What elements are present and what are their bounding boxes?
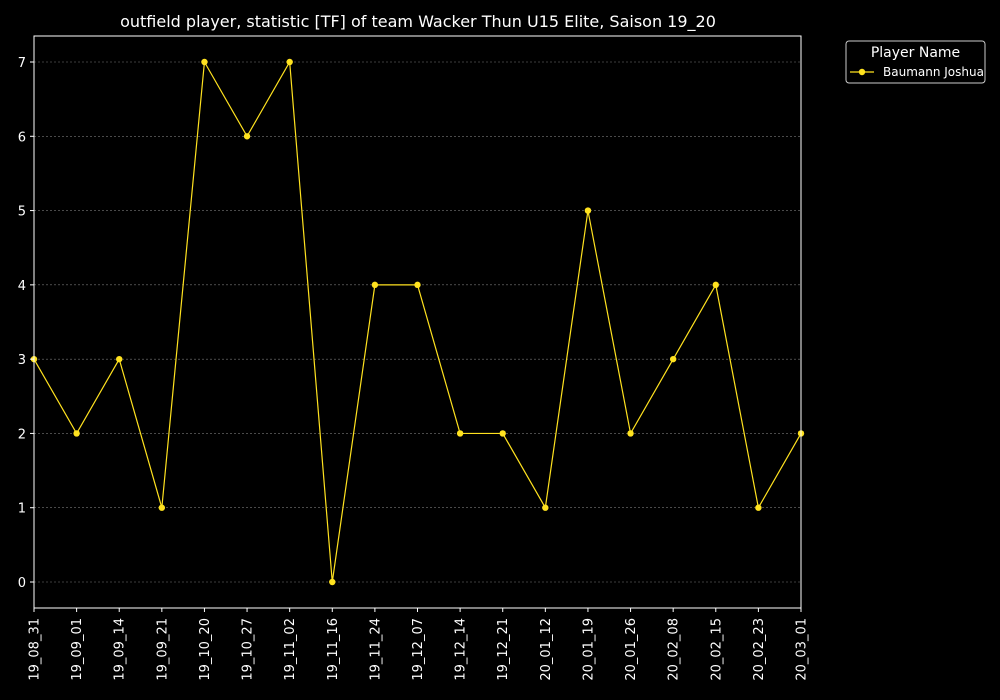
x-tick-label: 19_08_31 bbox=[28, 618, 43, 681]
data-point bbox=[669, 355, 677, 363]
data-point bbox=[201, 58, 208, 66]
y-axis: 0 1 2 3 4 5 6 7 bbox=[18, 56, 34, 591]
x-axis: 19_08_31 19_09_01 19_09_14 19_09_21 19_10_20… bbox=[28, 608, 810, 681]
data-point bbox=[542, 504, 549, 511]
data-point bbox=[73, 430, 80, 437]
x-tick-label: 19_09_01 bbox=[70, 618, 85, 681]
y-tick-label: 2 bbox=[18, 427, 26, 442]
y-tick-label: 1 bbox=[18, 502, 26, 517]
legend-entry-label: Baumann Joshua bbox=[883, 65, 984, 79]
data-point bbox=[414, 281, 421, 289]
data-point bbox=[116, 355, 123, 363]
x-tick-label: 19_12_21 bbox=[496, 618, 511, 681]
x-tick-label: 20_03_01 bbox=[795, 618, 810, 681]
data-point bbox=[243, 133, 251, 140]
data-point bbox=[712, 281, 719, 289]
x-tick-label: 19_12_14 bbox=[454, 618, 469, 681]
data-point bbox=[329, 578, 336, 586]
data-point bbox=[158, 504, 166, 511]
x-tick-label: 20_02_08 bbox=[667, 618, 682, 681]
x-tick-label: 19_11_16 bbox=[326, 618, 341, 681]
legend-box bbox=[845, 40, 986, 84]
y-tick-label: 6 bbox=[18, 130, 26, 145]
x-tick-label: 20_01_26 bbox=[624, 618, 639, 681]
chart-title: outfield player, statistic [TF] of team … bbox=[120, 12, 716, 32]
x-tick-label: 19_11_24 bbox=[368, 618, 383, 681]
x-tick-label: 19_09_21 bbox=[155, 618, 170, 681]
y-tick-label: 7 bbox=[18, 56, 26, 71]
legend: Player Name Baumann Joshua bbox=[845, 40, 986, 84]
data-point bbox=[286, 58, 293, 66]
data-point bbox=[499, 430, 506, 437]
data-point bbox=[627, 430, 634, 437]
x-tick-label: 20_01_19 bbox=[581, 618, 596, 681]
data-point bbox=[371, 281, 379, 289]
x-tick-label: 19_09_14 bbox=[113, 618, 128, 681]
y-tick-label: 3 bbox=[18, 353, 26, 368]
legend-marker-swatch bbox=[858, 68, 866, 76]
x-tick-label: 19_10_27 bbox=[241, 618, 256, 681]
y-tick-label: 4 bbox=[18, 279, 26, 294]
data-point bbox=[456, 430, 464, 437]
data-point bbox=[755, 504, 762, 511]
y-tick-label: 5 bbox=[18, 205, 26, 220]
x-tick-label: 19_10_20 bbox=[198, 618, 213, 681]
data-point bbox=[584, 207, 592, 214]
x-tick-label: 20_02_23 bbox=[752, 618, 767, 681]
legend-title: Player Name bbox=[871, 45, 960, 61]
x-tick-label: 19_11_02 bbox=[283, 618, 298, 681]
x-tick-label: 20_01_12 bbox=[539, 618, 554, 681]
x-tick-label: 19_12_07 bbox=[411, 618, 426, 681]
y-tick-label: 0 bbox=[18, 576, 26, 591]
series-layer bbox=[30, 58, 805, 586]
x-tick-label: 20_02_15 bbox=[709, 618, 724, 681]
